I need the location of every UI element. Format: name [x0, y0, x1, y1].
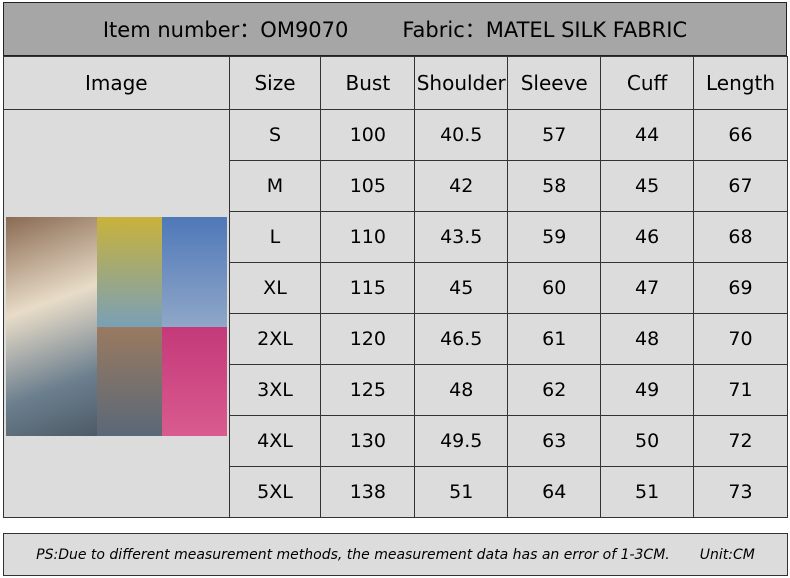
cell-bust: 120 — [320, 313, 416, 365]
cell-shoulder: 40.5 — [414, 109, 509, 161]
cell-cuff: 44 — [600, 109, 695, 161]
cell-size: 5XL — [228, 466, 322, 518]
table-row: S 100 40.5 57 44 66 — [3, 109, 788, 518]
cell-cuff: 51 — [600, 466, 695, 518]
cell-shoulder: 46.5 — [414, 313, 509, 365]
footer-note: PS:Due to different measurement methods,… — [3, 533, 788, 576]
cell-size: M — [228, 160, 322, 212]
measurement-note: PS:Due to different measurement methods,… — [36, 546, 670, 563]
cell-size: 3XL — [228, 364, 322, 416]
cell-length: 73 — [693, 466, 788, 518]
cell-length: 72 — [693, 415, 788, 467]
cell-cuff: 45 — [600, 160, 695, 212]
cell-length: 71 — [693, 364, 788, 416]
cell-size: 4XL — [228, 415, 322, 467]
cell-sleeve: 58 — [507, 160, 602, 212]
item-number: Item number：OM9070 — [102, 18, 349, 42]
cell-sleeve: 61 — [507, 313, 602, 365]
cell-shoulder: 49.5 — [414, 415, 509, 467]
product-image-cell — [3, 109, 230, 518]
table-row: M 105 42 58 45 67 — [4, 160, 788, 212]
cell-shoulder: 51 — [414, 466, 509, 518]
header-row: Image Size Bust Shoulder Sleeve Cuff Length — [3, 56, 788, 110]
cell-cuff: 50 — [600, 415, 695, 467]
column-header: Size — [228, 56, 322, 110]
cell-bust: 105 — [320, 160, 416, 212]
cell-bust: 100 — [320, 109, 416, 161]
cell-shoulder: 43.5 — [414, 211, 509, 263]
column-header: Shoulder — [414, 56, 509, 110]
cell-cuff: 47 — [600, 262, 695, 314]
cell-cuff: 49 — [600, 364, 695, 416]
cell-bust: 110 — [320, 211, 416, 263]
column-header: Sleeve — [507, 56, 602, 110]
cell-sleeve: 62 — [507, 364, 602, 416]
title-bar: Item number：OM9070 Fabric：MATEL SILK FAB… — [3, 2, 787, 56]
column-header: Length — [693, 56, 788, 110]
column-header: Bust — [320, 56, 416, 110]
unit-label: Unit:CM — [699, 546, 755, 563]
product-photo — [6, 217, 227, 436]
cell-sleeve: 63 — [507, 415, 602, 467]
cell-shoulder: 45 — [414, 262, 509, 314]
table-row: 5XL 138 51 64 51 73 — [4, 466, 788, 518]
cell-size: XL — [228, 262, 322, 314]
cell-length: 67 — [693, 160, 788, 212]
cell-bust: 125 — [320, 364, 416, 416]
cell-size: L — [228, 211, 322, 263]
cell-bust: 138 — [320, 466, 416, 518]
cell-length: 68 — [693, 211, 788, 263]
cell-sleeve: 60 — [507, 262, 602, 314]
cell-cuff: 48 — [600, 313, 695, 365]
table-row: 2XL 120 46.5 61 48 70 — [4, 313, 788, 365]
table-row: 4XL 130 49.5 63 50 72 — [4, 415, 788, 467]
cell-bust: 115 — [320, 262, 416, 314]
cell-size: S — [228, 109, 322, 161]
cell-sleeve: 57 — [507, 109, 602, 161]
cell-length: 70 — [693, 313, 788, 365]
cell-shoulder: 42 — [414, 160, 509, 212]
cell-sleeve: 59 — [507, 211, 602, 263]
cell-length: 69 — [693, 262, 788, 314]
cell-shoulder: 48 — [414, 364, 509, 416]
fabric: Fabric：MATEL SILK FABRIC — [402, 18, 688, 42]
table-row: 3XL 125 48 62 49 71 — [4, 364, 788, 416]
cell-bust: 130 — [320, 415, 416, 467]
cell-sleeve: 64 — [507, 466, 602, 518]
cell-length: 66 — [693, 109, 788, 161]
column-header: Cuff — [600, 56, 695, 110]
column-header: Image — [3, 56, 230, 110]
cell-size: 2XL — [228, 313, 322, 365]
cell-cuff: 46 — [600, 211, 695, 263]
